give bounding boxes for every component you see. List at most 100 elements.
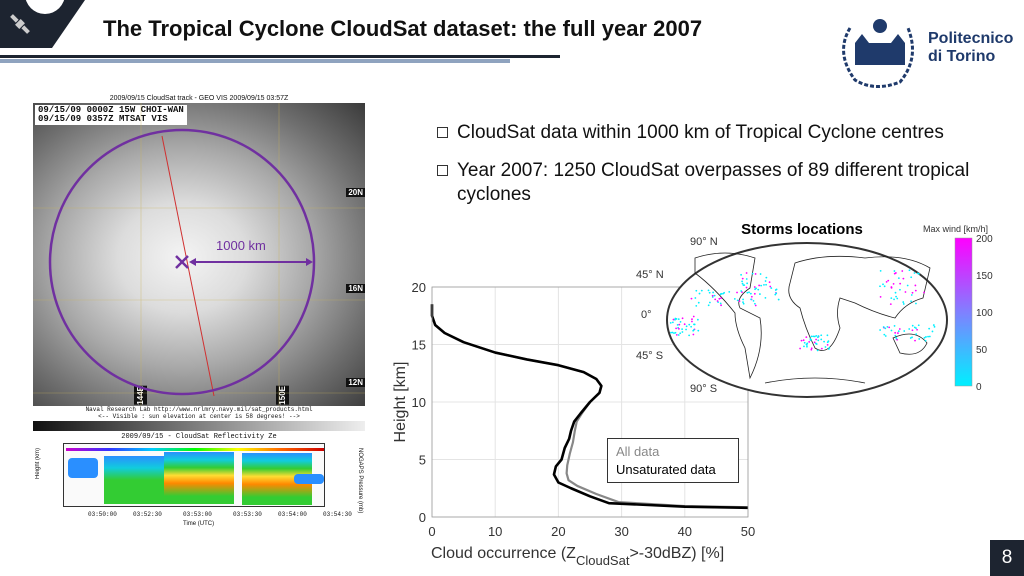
storm-point bbox=[713, 294, 716, 297]
storm-point bbox=[893, 298, 895, 301]
storm-point bbox=[799, 347, 801, 350]
storm-point bbox=[898, 328, 901, 330]
storm-point bbox=[883, 285, 886, 288]
storm-point bbox=[688, 334, 691, 337]
bullet-item: Year 2007: 1250 CloudSat overpasses of 8… bbox=[437, 159, 997, 207]
cyclone-centre-x-icon bbox=[175, 255, 189, 269]
storm-point bbox=[722, 292, 724, 295]
storm-point bbox=[914, 284, 917, 287]
storm-point bbox=[827, 348, 830, 350]
storm-point bbox=[810, 348, 813, 351]
storm-point bbox=[674, 317, 677, 320]
reflectivity-xlabel: Time (UTC) bbox=[183, 521, 215, 527]
storm-point bbox=[879, 269, 882, 272]
storm-point bbox=[906, 284, 909, 287]
satellite-footer: Naval Research Lab http://www.nrlmry.nav… bbox=[33, 406, 365, 420]
storm-point bbox=[692, 333, 695, 336]
storm-point bbox=[805, 336, 808, 339]
storm-point bbox=[879, 329, 882, 331]
politecnico-logo bbox=[830, 8, 1020, 92]
storm-point bbox=[882, 326, 885, 328]
storm-point bbox=[741, 280, 743, 283]
y-tick-label: 10 bbox=[412, 395, 426, 410]
storm-point bbox=[690, 297, 693, 300]
storm-point bbox=[883, 333, 886, 336]
storm-point bbox=[757, 288, 760, 291]
storm-point bbox=[914, 339, 916, 342]
colorbar-tick: 0 bbox=[976, 382, 982, 393]
cloudsat-reflectivity-plot: 2009/09/15 - CloudSat Reflectivity Ze He… bbox=[33, 433, 365, 533]
storm-point bbox=[914, 289, 917, 292]
reflectivity-ylabel: Height (km) bbox=[35, 448, 41, 480]
storm-point bbox=[816, 349, 819, 352]
storm-point bbox=[707, 289, 710, 292]
storm-point bbox=[749, 292, 752, 295]
storm-point bbox=[896, 338, 899, 341]
storm-point bbox=[671, 331, 674, 334]
storm-point bbox=[882, 283, 884, 286]
storm-point bbox=[812, 335, 815, 338]
storm-point bbox=[753, 302, 756, 305]
storm-point bbox=[911, 324, 914, 327]
storm-point bbox=[697, 301, 700, 304]
storm-point bbox=[884, 335, 887, 337]
storm-point bbox=[674, 331, 677, 334]
cloudsat-track bbox=[161, 135, 215, 397]
storm-point bbox=[902, 277, 905, 280]
storm-point bbox=[745, 286, 748, 289]
y-tick-label: 5 bbox=[419, 453, 426, 468]
y-axis-label: Height [km] bbox=[392, 362, 409, 443]
storm-point bbox=[712, 291, 715, 294]
storm-point bbox=[748, 291, 750, 294]
storm-point bbox=[903, 330, 906, 332]
storm-point bbox=[826, 334, 829, 337]
storm-point bbox=[711, 296, 714, 298]
storm-point bbox=[695, 304, 698, 307]
storm-point bbox=[764, 280, 767, 282]
storm-point bbox=[892, 283, 895, 285]
storm-point bbox=[911, 291, 914, 294]
university-seal-icon bbox=[842, 19, 914, 88]
storm-point bbox=[759, 273, 762, 275]
storm-point bbox=[911, 329, 914, 332]
logo-line-2: di Torino bbox=[928, 48, 996, 65]
storm-point bbox=[692, 329, 695, 332]
reflectivity-time-tick: 03:54:30 bbox=[323, 511, 352, 518]
storm-point bbox=[741, 277, 744, 280]
reflectivity-curtain bbox=[63, 443, 325, 507]
storm-point bbox=[911, 336, 913, 339]
storm-point bbox=[720, 304, 722, 307]
storm-point bbox=[820, 334, 823, 337]
storm-point bbox=[777, 298, 780, 301]
storm-point bbox=[775, 292, 778, 295]
x-tick-label: 40 bbox=[678, 524, 692, 539]
storm-point bbox=[760, 284, 763, 287]
storm-point bbox=[697, 329, 700, 332]
storm-point bbox=[915, 333, 918, 336]
storm-point bbox=[915, 327, 917, 330]
storm-point bbox=[933, 325, 936, 328]
reflectivity-time-tick: 03:52:30 bbox=[133, 511, 162, 518]
satellite-footer-line: Naval Research Lab http://www.nrlmry.nav… bbox=[85, 406, 313, 413]
storm-point bbox=[814, 342, 817, 345]
storm-point bbox=[820, 347, 823, 350]
storm-point bbox=[896, 297, 899, 300]
storm-point bbox=[675, 327, 678, 330]
storm-point bbox=[745, 278, 748, 280]
storm-point bbox=[769, 285, 772, 288]
storm-point bbox=[803, 341, 806, 344]
storm-point bbox=[681, 317, 684, 320]
satellite-image: 09/15/09 0000Z 15W CHOI-WAN 09/15/09 0357… bbox=[33, 103, 365, 412]
storm-point bbox=[774, 293, 777, 296]
storm-point bbox=[810, 347, 813, 350]
storm-point bbox=[894, 331, 897, 334]
storm-point bbox=[932, 324, 935, 326]
1000km-radius-circle bbox=[48, 128, 316, 396]
storm-point bbox=[718, 297, 721, 300]
storm-point bbox=[899, 288, 901, 291]
storm-point bbox=[752, 300, 755, 302]
storm-point bbox=[745, 272, 748, 274]
storm-point bbox=[728, 290, 731, 293]
storm-point bbox=[826, 344, 829, 346]
storm-point bbox=[813, 341, 816, 344]
